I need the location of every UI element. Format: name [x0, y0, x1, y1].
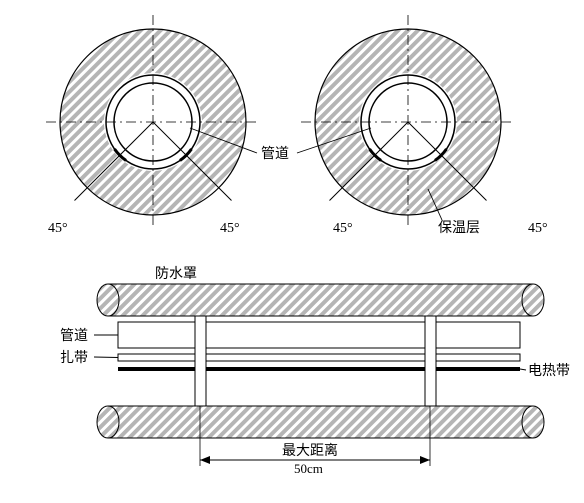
side-strap: [118, 354, 520, 361]
cover-tube-top-cap-left: [97, 284, 119, 316]
side-pipe: [118, 322, 520, 348]
cover-tube-top-body: [108, 284, 533, 316]
cover-label: 防水罩: [155, 266, 197, 282]
cover-tube-bottom-cap-left: [97, 406, 119, 438]
dim-label-bottom: 50cm: [294, 461, 323, 476]
cover-tube-bottom: [97, 406, 544, 438]
side-pipe-label: 管道: [60, 328, 88, 344]
tie-band-1: [425, 316, 436, 406]
pipe-label: 管道: [261, 146, 289, 162]
angle-45-label: 45°: [528, 221, 548, 236]
angle-45-label: 45°: [48, 221, 68, 236]
angle-45-label: 45°: [220, 221, 240, 236]
tie-band-0: [195, 316, 206, 406]
side-strap-label: 扎带: [60, 350, 88, 366]
side-heater: [118, 367, 520, 371]
cover-tube-top: [97, 284, 544, 316]
insulation-label: 保温层: [438, 220, 480, 236]
dim-label-top: 最大距离: [282, 442, 338, 459]
side-strap-leader: [94, 357, 118, 358]
cover-tube-bottom-cap-right: [522, 406, 544, 438]
cover-tube-bottom-body: [108, 406, 533, 438]
heater-label: 电热带: [528, 363, 570, 379]
angle-45-label: 45°: [333, 221, 353, 236]
cover-tube-top-cap-right: [522, 284, 544, 316]
